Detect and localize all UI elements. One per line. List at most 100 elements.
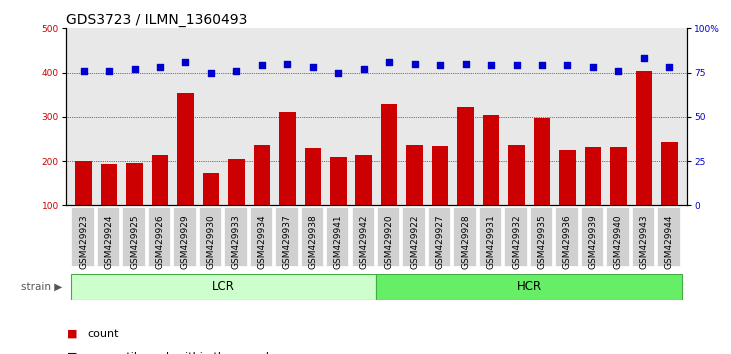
Bar [305,148,321,250]
Text: count: count [88,329,119,339]
Text: ■: ■ [67,352,77,354]
Point [307,64,319,70]
Bar [661,142,678,250]
Text: GSM429943: GSM429943 [640,215,648,269]
FancyBboxPatch shape [224,207,246,266]
Point [536,63,548,68]
Bar [559,149,576,250]
Text: GSM429929: GSM429929 [181,215,190,269]
FancyBboxPatch shape [148,207,170,266]
FancyBboxPatch shape [199,207,221,266]
Text: GDS3723 / ILMN_1360493: GDS3723 / ILMN_1360493 [66,13,247,27]
Text: GSM429920: GSM429920 [385,215,394,269]
Text: GSM429926: GSM429926 [156,215,164,269]
FancyBboxPatch shape [403,207,425,266]
Point [129,66,140,72]
Bar [610,147,626,250]
FancyBboxPatch shape [326,207,349,266]
Point [511,63,523,68]
Bar [534,118,550,250]
Point [333,70,344,75]
Point [230,68,242,74]
Text: GSM429944: GSM429944 [664,215,674,269]
Text: GSM429934: GSM429934 [257,215,266,269]
FancyBboxPatch shape [657,207,680,266]
Bar [482,115,499,250]
Bar [432,147,448,250]
Text: GSM429927: GSM429927 [436,215,444,269]
Point [358,66,370,72]
Bar [381,104,398,250]
FancyBboxPatch shape [122,207,145,266]
Bar [202,172,219,250]
Point [587,64,599,70]
Bar [585,147,601,250]
FancyBboxPatch shape [556,207,577,266]
Bar [279,112,295,250]
Bar [355,155,372,250]
Text: GSM429938: GSM429938 [308,215,317,269]
FancyBboxPatch shape [530,207,552,266]
Bar [458,107,474,250]
FancyBboxPatch shape [352,207,374,266]
Text: percentile rank within the sample: percentile rank within the sample [88,352,276,354]
Text: GSM429942: GSM429942 [359,215,368,269]
Bar [177,93,194,250]
Bar [152,155,168,250]
Point [460,61,471,67]
Point [180,59,192,65]
FancyBboxPatch shape [479,207,501,266]
Point [434,63,446,68]
FancyBboxPatch shape [632,207,654,266]
FancyBboxPatch shape [376,274,682,300]
Bar [75,161,92,250]
FancyBboxPatch shape [96,207,119,266]
Point [281,61,293,67]
Text: GSM429931: GSM429931 [487,215,496,269]
Text: GSM429932: GSM429932 [512,215,521,269]
Text: GSM429937: GSM429937 [283,215,292,269]
Text: GSM429928: GSM429928 [461,215,470,269]
Text: GSM429940: GSM429940 [614,215,623,269]
Bar [508,145,525,250]
FancyBboxPatch shape [71,274,376,300]
Text: GSM429935: GSM429935 [537,215,547,269]
Point [154,64,166,70]
Point [485,63,497,68]
Point [638,56,650,61]
FancyBboxPatch shape [72,207,94,266]
FancyBboxPatch shape [250,207,272,266]
Point [77,68,89,74]
Text: GSM429941: GSM429941 [334,215,343,269]
FancyBboxPatch shape [275,207,298,266]
Text: GSM429922: GSM429922 [410,215,419,269]
Point [103,68,115,74]
FancyBboxPatch shape [580,207,603,266]
FancyBboxPatch shape [428,207,450,266]
Point [383,59,395,65]
Text: ■: ■ [67,329,77,339]
Bar [126,163,143,250]
Point [613,68,624,74]
Bar [406,145,423,250]
FancyBboxPatch shape [173,207,196,266]
FancyBboxPatch shape [504,207,527,266]
Bar [635,71,652,250]
Point [561,63,573,68]
FancyBboxPatch shape [300,207,323,266]
Text: LCR: LCR [212,280,235,293]
Bar [228,159,245,250]
Text: GSM429930: GSM429930 [206,215,216,269]
Text: GSM429924: GSM429924 [105,215,113,269]
Point [664,64,675,70]
Point [409,61,420,67]
FancyBboxPatch shape [606,207,629,266]
Text: GSM429925: GSM429925 [130,215,139,269]
Text: GSM429936: GSM429936 [563,215,572,269]
Bar [254,145,270,250]
FancyBboxPatch shape [377,207,399,266]
Text: GSM429923: GSM429923 [79,215,88,269]
Text: GSM429939: GSM429939 [588,215,597,269]
Bar [101,164,118,250]
FancyBboxPatch shape [453,207,476,266]
